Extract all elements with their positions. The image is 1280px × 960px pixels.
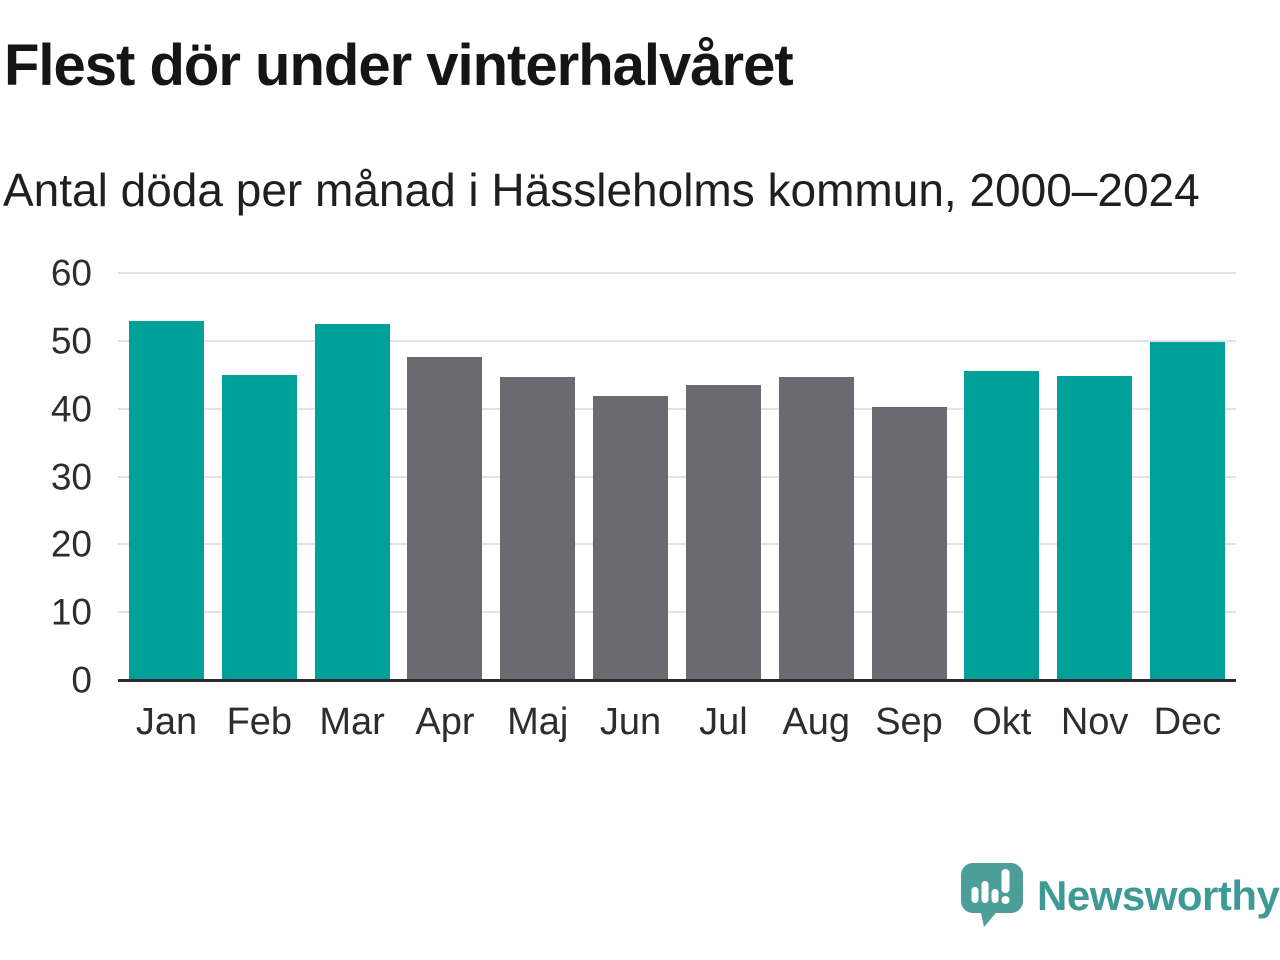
bar-okt <box>964 370 1040 680</box>
gridline-30 <box>118 475 1236 478</box>
bar-jun <box>593 395 669 680</box>
y-tick-label-0: 0 <box>71 659 92 701</box>
bar-sep <box>871 407 947 680</box>
x-tick-label-nov: Nov <box>1060 701 1129 743</box>
y-tick-label-60: 60 <box>50 252 92 294</box>
bar-column-maj: Maj <box>500 273 576 743</box>
gridline-10 <box>118 611 1236 614</box>
bar-mar <box>314 323 390 680</box>
bar-column-dec: Dec <box>1149 273 1225 743</box>
x-axis-line <box>118 678 1236 682</box>
y-tick-label-20: 20 <box>50 523 92 565</box>
x-tick-label-aug: Aug <box>782 701 850 743</box>
bar-column-jul: Jul <box>685 273 761 743</box>
gridline-20 <box>118 543 1236 546</box>
gridline-60 <box>118 272 1236 274</box>
chart-title: Flest dör under vinterhalvåret <box>4 33 794 98</box>
bar-nov <box>1057 376 1133 680</box>
gridline-50 <box>118 339 1236 342</box>
bar-column-sep: Sep <box>871 273 947 743</box>
x-tick-label-sep: Sep <box>875 701 943 743</box>
newsworthy-logo-text: Newsworthy <box>1037 872 1280 919</box>
x-tick-label-jun: Jun <box>599 701 662 743</box>
x-tick-label-apr: Apr <box>415 701 475 743</box>
bar-column-nov: Nov <box>1057 273 1133 743</box>
x-tick-label-jul: Jul <box>699 701 748 743</box>
bar-dec <box>1149 341 1225 680</box>
chart-subtitle: Antal döda per månad i Hässleholms kommu… <box>3 164 1200 216</box>
x-tick-label-dec: Dec <box>1153 701 1222 743</box>
x-tick-label-feb: Feb <box>226 701 293 743</box>
bar-apr <box>407 357 483 680</box>
bar-aug <box>778 377 854 680</box>
bar-column-jan: Jan <box>129 273 204 743</box>
bar-maj <box>500 376 576 680</box>
bar-column-apr: Apr <box>407 273 483 743</box>
y-tick-label-10: 10 <box>50 591 92 633</box>
x-tick-label-maj: Maj <box>507 701 569 743</box>
footer-branding: Newsworthy <box>960 861 1280 931</box>
y-tick-label-50: 50 <box>50 320 92 362</box>
bar-jan <box>129 321 204 680</box>
x-tick-label-okt: Okt <box>972 701 1032 743</box>
bar-column-jun: Jun <box>593 273 669 743</box>
bar-chart-plot-area: 0 10 20 30 40 50 60 Jan Feb Mar Apr Maj Jun Jul Aug Se… <box>51 255 1236 743</box>
x-tick-label-mar: Mar <box>319 701 385 743</box>
bar-column-feb: Feb <box>221 273 297 743</box>
bars-row: Jan Feb Mar Apr Maj Jun Jul Aug Sep Okt Nov Dec <box>118 273 1236 743</box>
bar-feb <box>221 375 297 680</box>
bar-jul <box>685 384 761 680</box>
x-tick-label-jan: Jan <box>135 701 198 743</box>
y-tick-label-30: 30 <box>50 456 92 497</box>
newsworthy-logo-icon <box>961 863 1023 927</box>
y-tick-label-40: 40 <box>50 388 92 430</box>
gridline-40 <box>118 407 1236 410</box>
bar-column-mar: Mar <box>314 273 390 743</box>
bar-column-okt: Okt <box>964 273 1040 743</box>
bar-column-aug: Aug <box>778 273 854 743</box>
